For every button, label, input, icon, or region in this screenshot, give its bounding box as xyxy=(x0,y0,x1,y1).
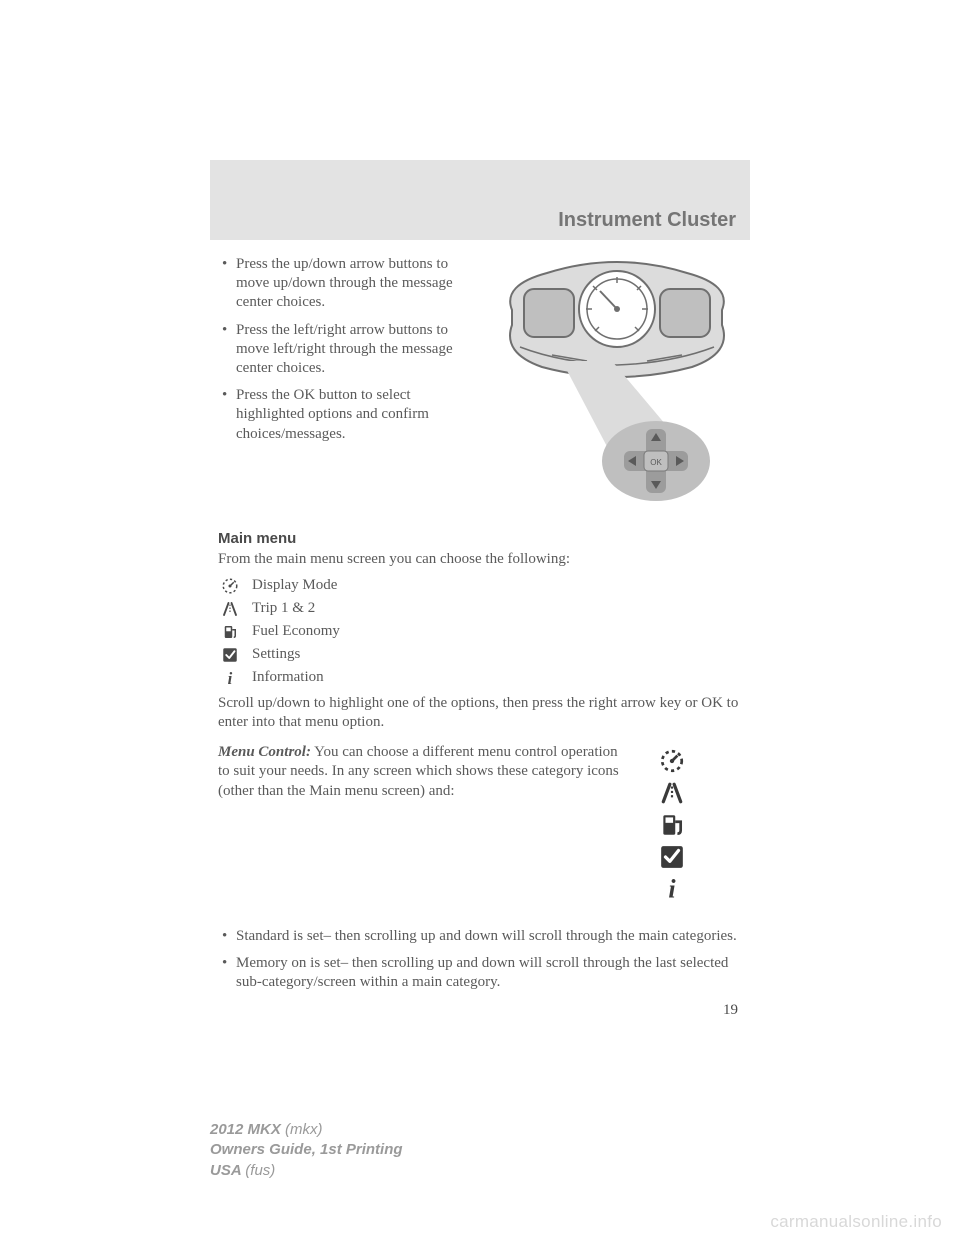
fuel-icon xyxy=(658,811,686,839)
menu-item-label: Settings xyxy=(252,646,300,663)
svg-text:i: i xyxy=(668,876,676,902)
ok-label: OK xyxy=(650,458,662,467)
main-menu-heading: Main menu xyxy=(218,530,742,547)
page-title: Instrument Cluster xyxy=(558,209,736,232)
footer-line-1: 2012 MKX (mkx) xyxy=(210,1120,403,1140)
info-icon: i xyxy=(220,668,240,688)
menu-item-label: Information xyxy=(252,669,324,686)
check-box-icon xyxy=(220,645,240,665)
menu-item-display-mode: Display Mode xyxy=(218,576,742,596)
page-number: 19 xyxy=(218,1002,742,1019)
list-item: Press the OK button to select highlighte… xyxy=(218,386,480,444)
cluster-svg: OK xyxy=(492,255,742,505)
gauge-icon xyxy=(658,747,686,775)
menu-item-settings: Settings xyxy=(218,645,742,665)
menu-control-text: Menu Control: You can choose a different… xyxy=(218,743,624,897)
intro-row: Press the up/down arrow buttons to move … xyxy=(218,255,742,510)
menu-item-label: Display Mode xyxy=(252,577,337,594)
page-content: Press the up/down arrow buttons to move … xyxy=(218,255,742,1019)
road-icon xyxy=(658,779,686,807)
gauge-icon xyxy=(220,576,240,596)
footer-line-3: USA (fus) xyxy=(210,1161,403,1181)
footer: 2012 MKX (mkx) Owners Guide, 1st Printin… xyxy=(210,1120,403,1181)
instrument-cluster-figure: OK xyxy=(492,255,742,510)
menu-item-info: i Information xyxy=(218,668,742,688)
check-box-icon xyxy=(658,843,686,871)
menu-control-lead: Menu Control: xyxy=(218,744,311,760)
intro-bullets-col: Press the up/down arrow buttons to move … xyxy=(218,255,480,510)
scroll-instruction: Scroll up/down to highlight one of the o… xyxy=(218,694,742,733)
menu-control-icon-stack: i xyxy=(642,747,702,903)
list-item: Memory on is set– then scrolling up and … xyxy=(218,954,742,992)
list-item: Press the left/right arrow buttons to mo… xyxy=(218,321,480,379)
fuel-icon xyxy=(220,622,240,642)
info-icon: i xyxy=(658,875,686,903)
road-icon xyxy=(220,599,240,619)
menu-item-label: Trip 1 & 2 xyxy=(252,600,315,617)
menu-control-row: Menu Control: You can choose a different… xyxy=(218,743,742,903)
main-menu-list: Display Mode Trip 1 & 2 Fuel Economy Set… xyxy=(218,576,742,688)
menu-item-trip: Trip 1 & 2 xyxy=(218,599,742,619)
svg-text:i: i xyxy=(228,668,233,687)
menu-item-fuel: Fuel Economy xyxy=(218,622,742,642)
main-menu-intro: From the main menu screen you can choose… xyxy=(218,550,742,570)
footer-line-2: Owners Guide, 1st Printing xyxy=(210,1140,403,1160)
menu-control-bullets: Standard is set– then scrolling up and d… xyxy=(218,927,742,993)
list-item: Press the up/down arrow buttons to move … xyxy=(218,255,480,313)
intro-bullet-list: Press the up/down arrow buttons to move … xyxy=(218,255,480,444)
watermark: carmanualsonline.info xyxy=(770,1212,942,1232)
menu-item-label: Fuel Economy xyxy=(252,623,340,640)
list-item: Standard is set– then scrolling up and d… xyxy=(218,927,742,946)
header-band: Instrument Cluster xyxy=(210,160,750,240)
